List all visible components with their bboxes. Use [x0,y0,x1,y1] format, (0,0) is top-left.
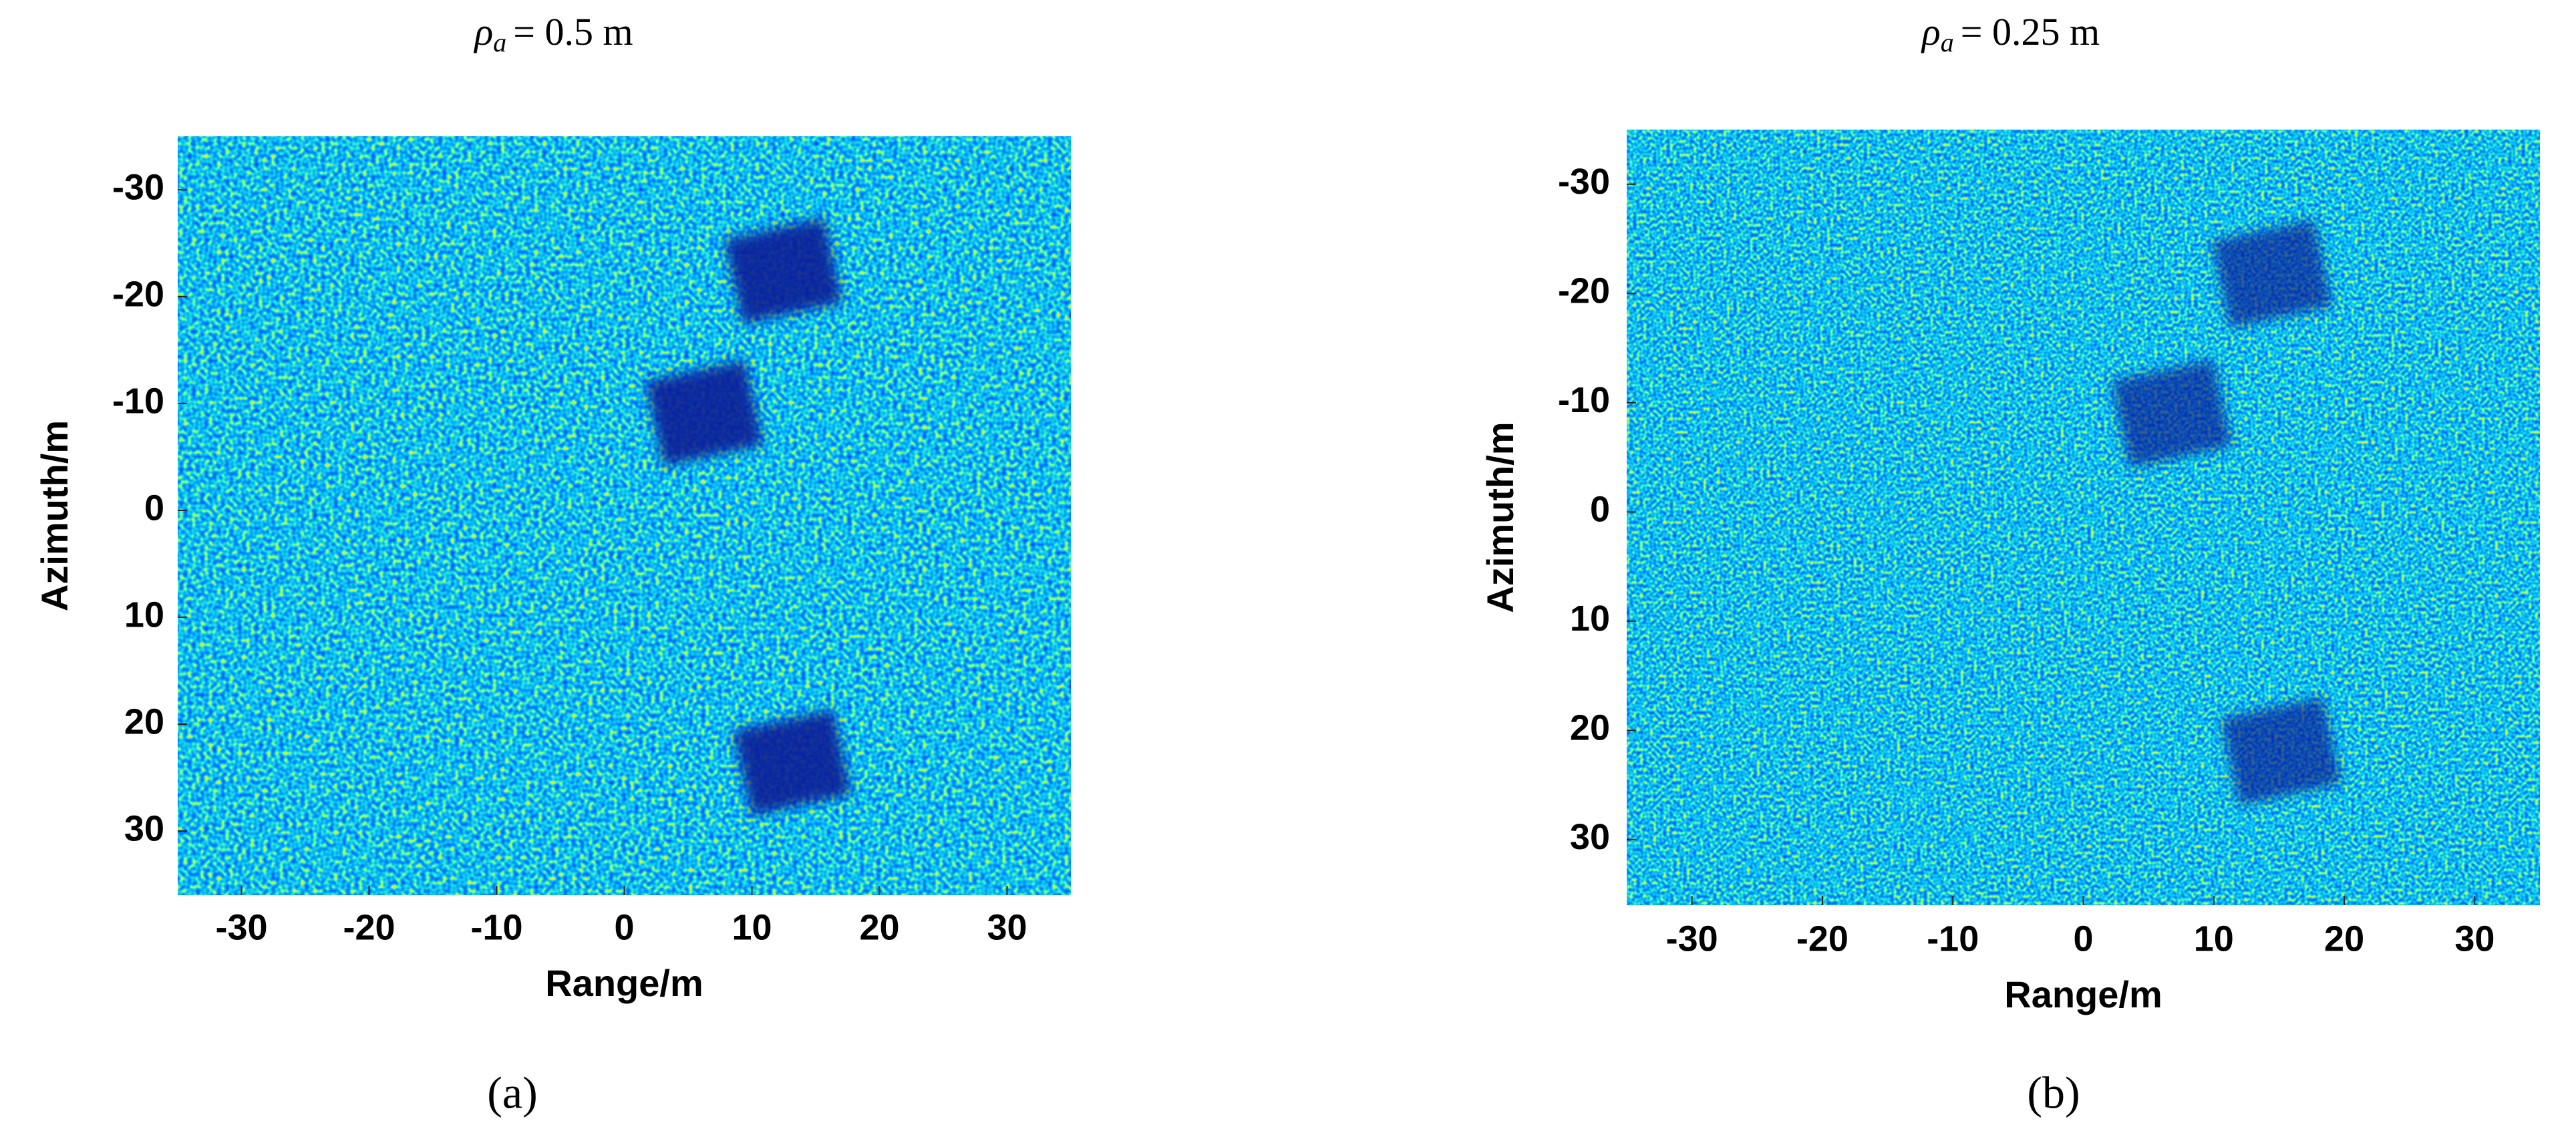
panel: -30 -20 -10 0 10 20 30 -30 -20 -10 0 10 20 30 Range/m A… [33,10,1071,1118]
x-tick-label: -10 [470,907,522,947]
y-tick-label: 20 [124,701,164,742]
x-tick-label: -30 [215,907,267,947]
y-tick-label: 0 [144,488,164,528]
x-tick-label: -30 [1666,919,1718,959]
x-axis-label: Range/m [2004,973,2162,1015]
panel: -30 -20 -10 0 10 20 30 -30 -20 -10 0 10 20 30 Range/m A… [1479,10,2540,1118]
target [645,359,764,466]
targets [645,218,852,816]
target [2211,219,2333,329]
y-tick-label: 30 [1570,817,1610,857]
title-symbol: ρ [473,10,493,53]
y-tick-label: -30 [1558,162,1610,202]
x-tick-label: 10 [2194,919,2234,959]
x-tick-label: -20 [1796,919,1848,959]
caption: (b) [2027,1068,2080,1118]
title-text: = 0.5 m [513,10,633,53]
target [724,218,843,324]
panel-title: ρa = 0.5 m [473,10,633,57]
caption: (a) [487,1068,537,1118]
title-text: = 0.25 m [1961,10,2100,53]
target [733,709,852,816]
x-tick-label: 0 [2073,919,2093,959]
title-subscript: a [493,27,506,57]
y-tick-label: 10 [124,595,164,635]
x-tick-label: -10 [1927,919,1979,959]
target [2111,359,2233,468]
title-symbol: ρ [1921,10,1941,53]
y-tick-label: 10 [1570,599,1610,639]
title-subscript: a [1941,27,1954,57]
x-tick-label: 0 [614,907,634,947]
y-tick-label: -20 [112,274,164,314]
y-tick-label: -10 [112,381,164,421]
y-tick-label: 30 [124,808,164,848]
panel-title: ρa = 0.25 m [1921,10,2100,57]
y-tick-label: 20 [1570,708,1610,748]
x-tick-label: 20 [859,907,899,947]
x-tick-label: 30 [2454,919,2494,959]
targets [2111,219,2342,806]
y-tick-label: -10 [1558,380,1610,420]
target [2221,697,2342,806]
image-area [178,136,1071,895]
x-tick-label: 30 [987,907,1027,947]
x-tick-label: 20 [2324,919,2364,959]
x-tick-label: 10 [732,907,772,947]
image-area [1627,130,2540,905]
y-tick-label: 0 [1590,490,1610,530]
y-axis-label: Azimuth/m [1479,422,1521,613]
x-tick-label: -20 [343,907,395,947]
y-tick-label: -30 [112,167,164,207]
x-axis-label: Range/m [545,962,703,1004]
y-tick-label: -20 [1558,271,1610,311]
y-axis-label: Azimuth/m [33,420,75,611]
